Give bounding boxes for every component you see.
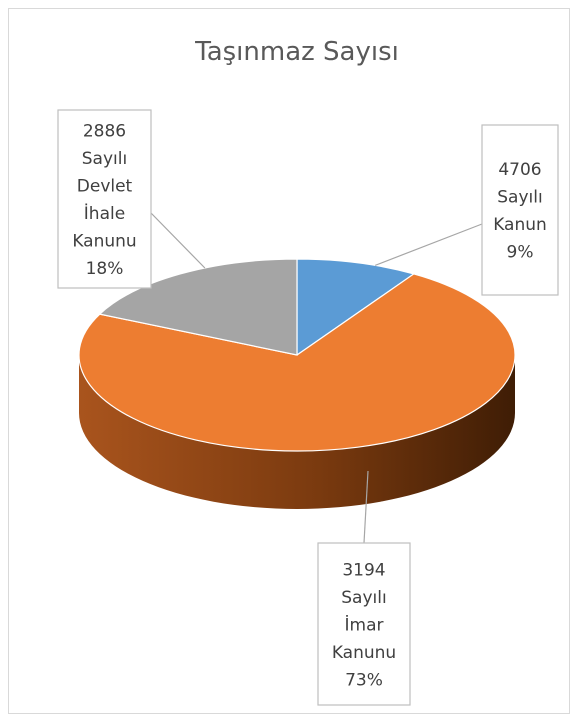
pie-side-slice-1 <box>79 355 515 509</box>
slice-label-line-1-1: Sayılı <box>341 588 386 608</box>
callout-box-1 <box>317 542 411 706</box>
callout-leader-0 <box>374 223 483 266</box>
callout-box-2 <box>57 109 152 289</box>
pie-slice-1 <box>78 273 516 452</box>
callout-leaders <box>150 212 483 544</box>
slice-percent-label-1: 73% <box>345 670 383 690</box>
slice-label-line-2-4: Kanunu <box>72 232 136 252</box>
chart-title: Taşınmaz Sayısı <box>194 37 399 67</box>
slice-label-line-1-3: Kanunu <box>332 643 396 663</box>
slice-label-line-2-3: İhale <box>84 203 125 224</box>
callout-box-0 <box>481 124 559 296</box>
slice-label-line-2-1: Sayılı <box>82 149 127 169</box>
slice-label-line-2-2: Devlet <box>77 177 133 197</box>
callout-leader-2 <box>150 212 206 269</box>
slice-label-line-1-0: 3194 <box>342 560 385 580</box>
slice-label-line-0-2: Kanun <box>493 215 547 235</box>
slice-percent-label-0: 9% <box>507 243 534 263</box>
slice-label-line-2-0: 2886 <box>83 122 126 142</box>
pie-slice-0 <box>296 258 416 357</box>
pie-slice-2 <box>98 258 298 356</box>
callout-leader-1 <box>363 470 369 544</box>
slice-percent-label-2: 18% <box>86 259 124 279</box>
callouts: 4706 Sayılı Kanun 9% 3194 Sayılı İmar Kanunu 73%… <box>57 109 559 706</box>
pie-side-wall <box>79 355 515 509</box>
slice-label-line-1-2: İmar <box>345 614 384 635</box>
slice-label-line-0-1: Sayılı <box>497 188 542 208</box>
pie-top-face <box>78 258 516 452</box>
slice-label-line-0-0: 4706 <box>498 160 541 180</box>
